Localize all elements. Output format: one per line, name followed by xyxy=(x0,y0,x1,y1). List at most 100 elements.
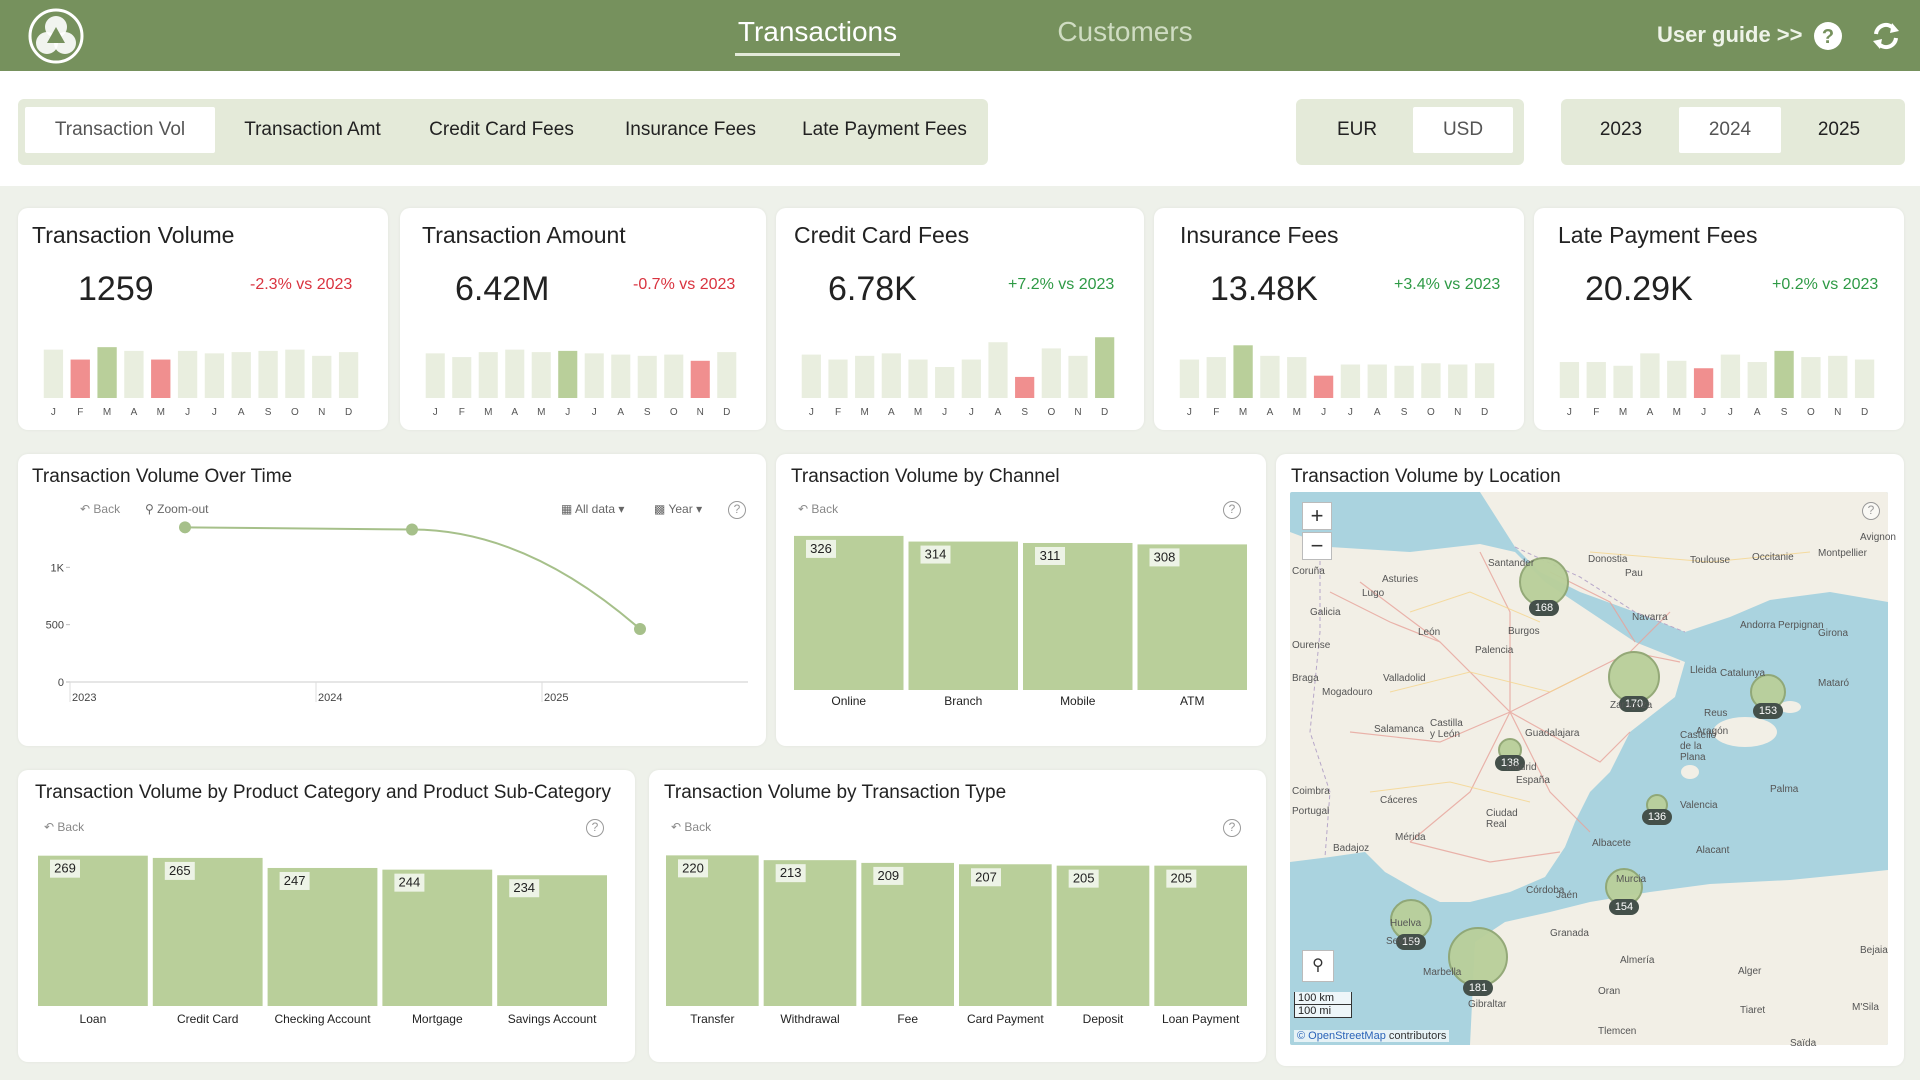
map-cluster-bubble[interactable] xyxy=(1448,927,1508,987)
bar[interactable] xyxy=(908,541,1019,690)
kpi-month-bar[interactable] xyxy=(531,352,551,398)
help-icon[interactable]: ? xyxy=(1223,819,1241,837)
year-granularity-dropdown[interactable]: ▩ Year ▾ xyxy=(654,502,702,516)
back-button[interactable]: ↶ Back xyxy=(671,820,711,834)
kpi-month-bar[interactable] xyxy=(908,359,928,398)
location-map[interactable] xyxy=(1290,492,1888,1045)
bar[interactable] xyxy=(152,857,263,1006)
kpi-month-bar[interactable] xyxy=(828,359,848,398)
tab-customers[interactable]: Customers xyxy=(1055,10,1195,54)
kpi-month-bar[interactable] xyxy=(1367,364,1387,398)
kpi-month-bar[interactable] xyxy=(258,350,278,398)
kpi-month-bar[interactable] xyxy=(505,349,525,398)
kpi-month-bar[interactable] xyxy=(1640,353,1660,398)
openstreetmap-link[interactable]: © OpenStreetMap xyxy=(1297,1030,1386,1042)
kpi-month-bar[interactable] xyxy=(124,350,144,398)
kpi-month-bar[interactable] xyxy=(452,357,472,398)
kpi-month-bar[interactable] xyxy=(285,349,305,398)
kpi-month-bar[interactable] xyxy=(70,359,90,398)
kpi-month-bar[interactable] xyxy=(637,355,657,398)
kpi-month-bar[interactable] xyxy=(801,354,821,398)
year-2023[interactable]: 2023 xyxy=(1599,119,1643,140)
kpi-month-bar[interactable] xyxy=(1394,365,1414,398)
bar[interactable] xyxy=(763,860,857,1006)
kpi-month-bar[interactable] xyxy=(338,352,359,398)
bar[interactable] xyxy=(959,864,1052,1006)
kpi-month-bar[interactable] xyxy=(1313,375,1334,398)
kpi-month-bar[interactable] xyxy=(1667,360,1687,398)
kpi-month-bar[interactable] xyxy=(1474,363,1495,398)
help-icon[interactable]: ? xyxy=(728,501,746,519)
bar[interactable] xyxy=(267,867,378,1006)
metric-late-payment-fees[interactable]: Late Payment Fees xyxy=(802,119,967,140)
help-icon[interactable]: ? xyxy=(1223,501,1241,519)
kpi-month-bar[interactable] xyxy=(988,342,1008,398)
bar[interactable] xyxy=(861,862,954,1006)
kpi-month-bar[interactable] xyxy=(584,353,604,398)
kpi-month-bar[interactable] xyxy=(478,352,498,398)
kpi-month-bar[interactable] xyxy=(558,350,578,398)
bar[interactable] xyxy=(382,869,493,1006)
year-2025[interactable]: 2025 xyxy=(1817,119,1861,140)
help-icon[interactable]: ? xyxy=(586,819,604,837)
kpi-month-bar[interactable] xyxy=(1340,364,1361,398)
kpi-month-bar[interactable] xyxy=(1095,337,1115,398)
bar[interactable] xyxy=(1154,865,1247,1006)
map-zoom-in-button[interactable]: + xyxy=(1302,502,1332,530)
kpi-month-bar[interactable] xyxy=(1747,362,1767,398)
user-guide-link[interactable]: User guide >> xyxy=(1657,22,1803,47)
kpi-month-bar[interactable] xyxy=(690,360,710,398)
kpi-month-bar[interactable] xyxy=(855,355,875,398)
kpi-month-bar[interactable] xyxy=(1068,355,1088,398)
kpi-month-bar[interactable] xyxy=(664,354,684,398)
kpi-month-bar[interactable] xyxy=(177,350,198,398)
kpi-month-bar[interactable] xyxy=(935,367,955,398)
kpi-month-bar[interactable] xyxy=(1720,354,1741,398)
kpi-month-bar[interactable] xyxy=(1774,350,1794,398)
kpi-month-bar[interactable] xyxy=(1260,355,1280,398)
bar[interactable] xyxy=(1056,865,1150,1006)
map-help-icon[interactable]: ? xyxy=(1862,502,1880,520)
kpi-month-bar[interactable] xyxy=(1828,355,1848,398)
data-point[interactable] xyxy=(406,523,418,536)
metric-transaction-amt[interactable]: Transaction Amt xyxy=(244,119,381,140)
kpi-month-bar[interactable] xyxy=(961,359,981,398)
year-2024[interactable]: 2024 xyxy=(1679,107,1781,153)
kpi-month-bar[interactable] xyxy=(1179,359,1200,398)
kpi-month-bar[interactable] xyxy=(1559,362,1580,398)
metric-credit-card-fees[interactable]: Credit Card Fees xyxy=(429,119,574,140)
data-point[interactable] xyxy=(179,521,191,534)
data-point[interactable] xyxy=(634,623,646,636)
kpi-month-bar[interactable] xyxy=(43,349,64,398)
kpi-month-bar[interactable] xyxy=(231,352,251,398)
bar[interactable] xyxy=(1023,542,1133,690)
back-button[interactable]: ↶ Back xyxy=(80,502,120,516)
kpi-month-bar[interactable] xyxy=(1586,362,1606,398)
kpi-month-bar[interactable] xyxy=(1801,357,1821,398)
kpi-month-bar[interactable] xyxy=(97,347,117,398)
kpi-month-bar[interactable] xyxy=(1233,345,1253,398)
bar[interactable] xyxy=(666,855,759,1006)
currency-eur[interactable]: EUR xyxy=(1336,119,1378,140)
kpi-month-bar[interactable] xyxy=(1448,364,1468,398)
tab-transactions[interactable]: Transactions xyxy=(735,10,900,56)
kpi-month-bar[interactable] xyxy=(1287,357,1307,398)
back-button[interactable]: ↶ Back xyxy=(44,820,84,834)
kpi-month-bar[interactable] xyxy=(1854,359,1875,398)
kpi-month-bar[interactable] xyxy=(151,359,171,398)
kpi-month-bar[interactable] xyxy=(312,355,332,398)
map-zoom-out-button[interactable]: − xyxy=(1302,532,1332,560)
kpi-month-bar[interactable] xyxy=(204,353,225,398)
all-data-dropdown[interactable]: ▦ All data ▾ xyxy=(561,502,624,516)
metric-insurance-fees[interactable]: Insurance Fees xyxy=(625,119,756,140)
kpi-month-bar[interactable] xyxy=(1015,376,1035,398)
kpi-month-bar[interactable] xyxy=(1613,365,1633,398)
bar[interactable] xyxy=(38,855,148,1006)
kpi-month-bar[interactable] xyxy=(1206,357,1226,398)
kpi-month-bar[interactable] xyxy=(717,352,737,398)
metric-transaction-vol[interactable]: Transaction Vol xyxy=(25,107,215,153)
kpi-month-bar[interactable] xyxy=(1421,363,1441,398)
currency-usd[interactable]: USD xyxy=(1413,107,1513,153)
kpi-month-bar[interactable] xyxy=(1693,368,1714,398)
kpi-month-bar[interactable] xyxy=(1041,348,1061,398)
